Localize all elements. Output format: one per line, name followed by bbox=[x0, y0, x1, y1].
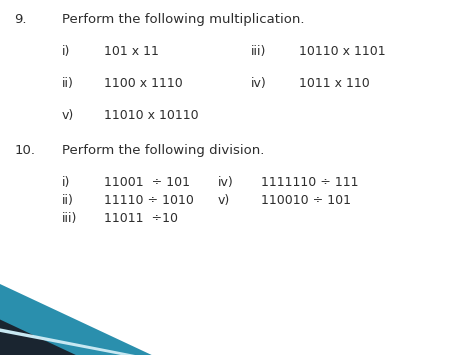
Text: i): i) bbox=[62, 45, 70, 58]
Text: 101 x 11: 101 x 11 bbox=[104, 45, 159, 58]
Text: 11110 ÷ 1010: 11110 ÷ 1010 bbox=[104, 194, 194, 207]
Text: i): i) bbox=[62, 176, 70, 189]
Polygon shape bbox=[0, 328, 135, 355]
Text: iv): iv) bbox=[251, 77, 267, 90]
Text: iii): iii) bbox=[62, 212, 77, 225]
Text: v): v) bbox=[62, 109, 74, 122]
Text: 110010 ÷ 101: 110010 ÷ 101 bbox=[261, 194, 351, 207]
Text: iii): iii) bbox=[251, 45, 266, 58]
Text: v): v) bbox=[218, 194, 230, 207]
Text: 9.: 9. bbox=[14, 13, 27, 26]
Text: ii): ii) bbox=[62, 194, 73, 207]
Text: 1111110 ÷ 111: 1111110 ÷ 111 bbox=[261, 176, 358, 189]
Polygon shape bbox=[0, 284, 152, 355]
Polygon shape bbox=[0, 320, 76, 355]
Text: 11011  ÷10: 11011 ÷10 bbox=[104, 212, 178, 225]
Text: 10110 x 1101: 10110 x 1101 bbox=[299, 45, 385, 58]
Text: iv): iv) bbox=[218, 176, 234, 189]
Text: ii): ii) bbox=[62, 77, 73, 90]
Text: 11001  ÷ 101: 11001 ÷ 101 bbox=[104, 176, 190, 189]
Text: Perform the following division.: Perform the following division. bbox=[62, 144, 264, 157]
Text: 10.: 10. bbox=[14, 144, 35, 157]
Text: 11010 x 10110: 11010 x 10110 bbox=[104, 109, 199, 122]
Text: 1011 x 110: 1011 x 110 bbox=[299, 77, 369, 90]
Text: 1100 x 1110: 1100 x 1110 bbox=[104, 77, 183, 90]
Text: Perform the following multiplication.: Perform the following multiplication. bbox=[62, 13, 304, 26]
